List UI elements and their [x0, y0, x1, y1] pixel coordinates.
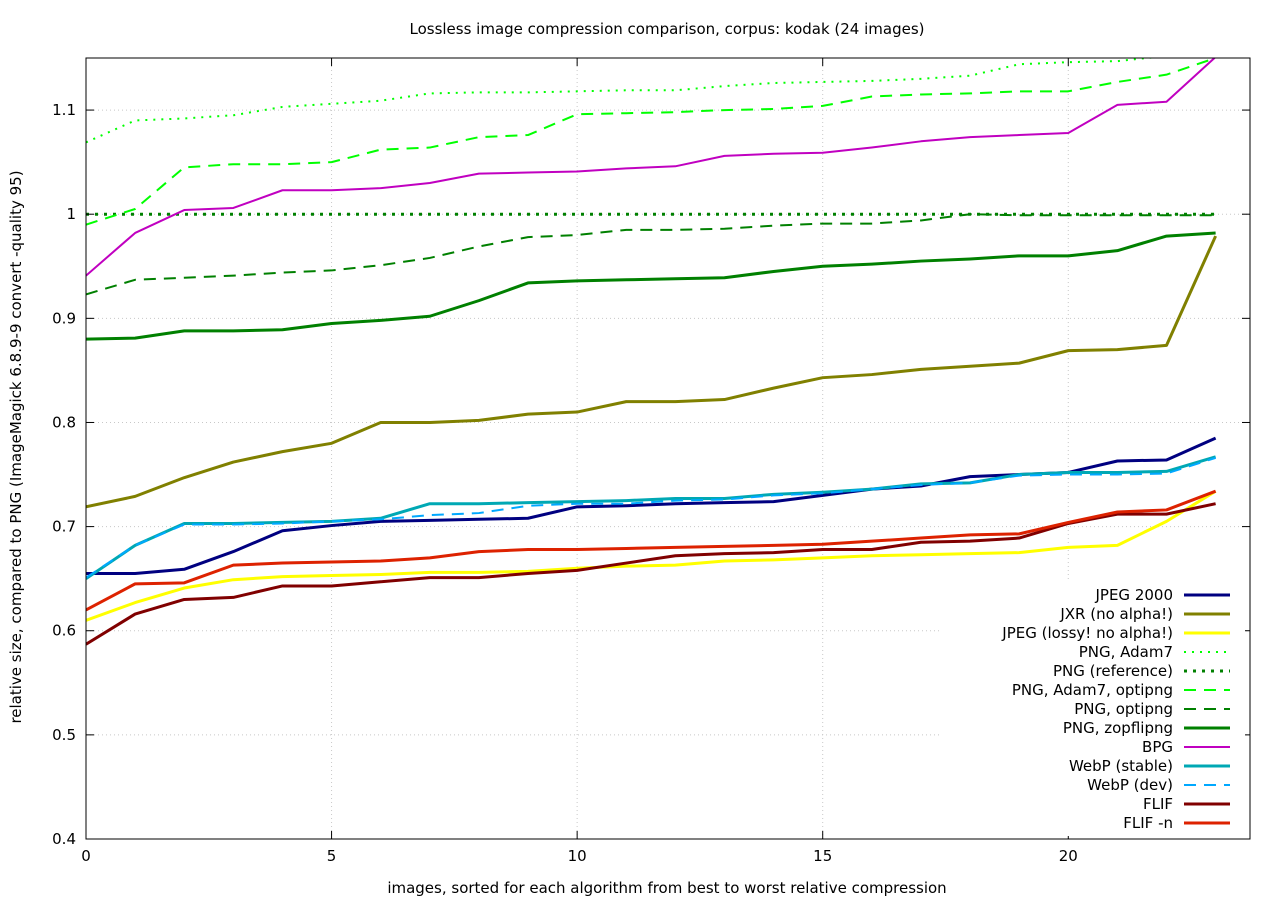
legend-label: PNG, optipng [1074, 700, 1173, 718]
x-tick-label: 15 [813, 847, 832, 865]
series-line-9 [86, 455, 1217, 580]
series-line-5 [86, 58, 1216, 226]
legend-label: FLIF -n [1123, 814, 1173, 832]
chart-title: Lossless image compression comparison, c… [409, 20, 924, 38]
x-tick-label: 10 [568, 847, 587, 865]
y-tick-label: 0.6 [52, 622, 76, 640]
y-tick-label: 0.5 [52, 726, 76, 744]
legend-label: PNG (reference) [1053, 662, 1173, 680]
series-line-12 [86, 489, 1217, 612]
series-line-3 [86, 58, 1157, 144]
y-tick-label: 0.7 [52, 518, 76, 536]
legend-label: JPEG 2000 [1094, 586, 1173, 604]
series-line-1 [86, 235, 1217, 509]
series-line-8 [86, 58, 1216, 277]
legend-label: WebP (dev) [1087, 776, 1173, 794]
series-line-7 [86, 231, 1216, 341]
series-lines [86, 58, 1217, 646]
plot-frame [85, 57, 1251, 840]
y-tick-label: 1 [66, 205, 76, 223]
series-line-11 [86, 502, 1216, 646]
y-axis-label: relative size, compared to PNG (ImageMag… [7, 170, 25, 723]
y-tick-label: 0.4 [52, 830, 76, 848]
axis-ticks: 0.4 0.5 0.6 0.7 0.8 0.9 1 1.1 0 5 10 15 20 [52, 58, 1250, 865]
legend-label: PNG, Adam7 [1079, 643, 1173, 661]
y-tick-label: 1.1 [52, 101, 76, 119]
legend-label: PNG, zopflipng [1063, 719, 1173, 737]
y-tick-label: 0.9 [52, 309, 76, 327]
legend-label: JXR (no alpha!) [1059, 605, 1173, 623]
x-tick-label: 5 [327, 847, 337, 865]
series-line-6 [86, 213, 1216, 296]
legend-label: WebP (stable) [1069, 757, 1173, 775]
y-tick-label: 0.8 [52, 413, 76, 431]
series-line-10 [86, 456, 1216, 579]
x-tick-label: 0 [81, 847, 91, 865]
legend-label: PNG, Adam7, optipng [1012, 681, 1173, 699]
legend-label: JPEG (lossy! no alpha!) [1001, 624, 1173, 642]
x-axis-label: images, sorted for each algorithm from b… [387, 879, 946, 897]
legend-label: BPG [1142, 738, 1173, 756]
series-line-2 [86, 489, 1217, 622]
legend-label: FLIF [1143, 795, 1173, 813]
x-tick-label: 20 [1059, 847, 1078, 865]
